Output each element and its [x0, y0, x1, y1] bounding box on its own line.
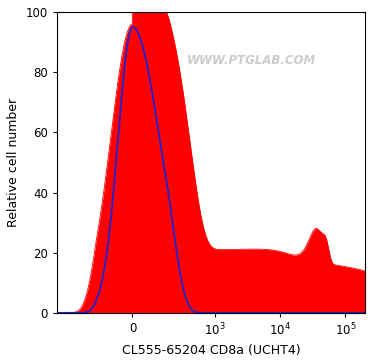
- Y-axis label: Relative cell number: Relative cell number: [7, 98, 20, 227]
- Text: WWW.PTGLAB.COM: WWW.PTGLAB.COM: [186, 54, 315, 67]
- X-axis label: CL555-65204 CD8a (UCHT4): CL555-65204 CD8a (UCHT4): [122, 344, 300, 357]
